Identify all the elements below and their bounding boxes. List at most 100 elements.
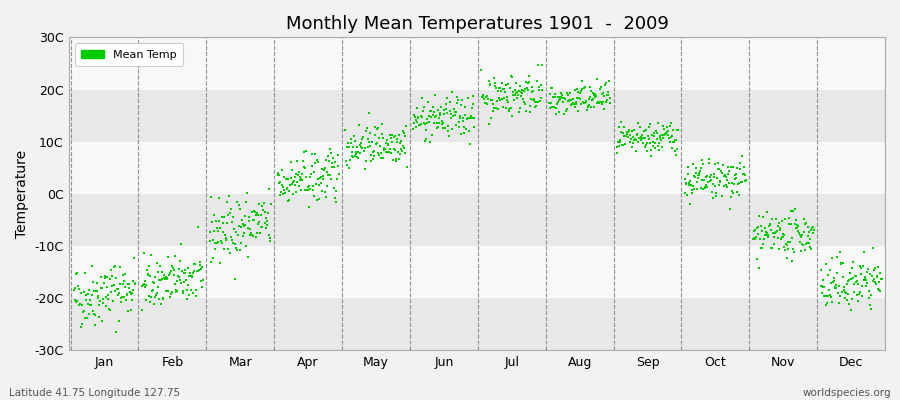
Point (816, 284, 831, 290)
Point (729, 175, 743, 181)
Point (212, 194, 226, 201)
Point (373, 142, 387, 149)
Point (680, 180, 694, 186)
Point (255, 203, 269, 209)
Point (718, 174, 733, 180)
Title: Monthly Mean Temperatures 1901  -  2009: Monthly Mean Temperatures 1901 - 2009 (285, 15, 669, 33)
Point (356, 136, 370, 142)
Point (458, 112, 473, 118)
Point (511, 91, 526, 98)
Point (558, 96, 572, 103)
Point (206, 236, 220, 243)
Point (516, 96, 530, 102)
Point (708, 161, 723, 168)
Point (727, 180, 742, 187)
Point (456, 118, 471, 124)
Point (698, 184, 713, 190)
Point (618, 140, 633, 147)
Point (622, 126, 636, 133)
Point (640, 140, 654, 146)
Point (474, 94, 489, 100)
Point (611, 139, 625, 145)
Point (703, 174, 717, 180)
Point (292, 168, 306, 175)
Point (125, 297, 140, 303)
Point (293, 176, 308, 182)
Point (794, 234, 808, 240)
Point (428, 114, 443, 120)
Point (232, 247, 247, 253)
Point (103, 307, 117, 314)
Point (313, 174, 328, 181)
Point (716, 161, 730, 168)
Point (680, 164, 695, 171)
Point (224, 206, 238, 212)
Point (287, 178, 302, 185)
Point (250, 209, 265, 216)
Point (644, 132, 659, 138)
Point (364, 158, 379, 164)
Point (379, 140, 393, 146)
Point (476, 92, 491, 98)
Point (778, 241, 793, 247)
Point (392, 132, 406, 138)
Point (446, 106, 461, 113)
Point (454, 131, 469, 137)
Point (279, 186, 293, 192)
Point (772, 246, 787, 252)
Point (820, 300, 834, 306)
Point (479, 99, 493, 106)
Point (512, 105, 526, 111)
Point (230, 232, 245, 238)
Point (773, 225, 788, 232)
Point (627, 127, 642, 133)
Point (154, 277, 168, 283)
Point (153, 300, 167, 307)
Point (236, 233, 250, 240)
Point (346, 154, 360, 160)
Point (392, 140, 407, 146)
Point (378, 149, 392, 156)
Point (309, 160, 323, 166)
Point (723, 206, 737, 212)
Point (633, 134, 647, 141)
Point (867, 276, 881, 282)
Point (862, 295, 877, 302)
Point (299, 174, 313, 180)
Point (568, 104, 582, 110)
Point (383, 134, 398, 141)
Point (587, 104, 601, 110)
Point (233, 206, 248, 212)
Point (98, 302, 112, 309)
Point (505, 74, 519, 80)
Point (831, 290, 845, 296)
Point (369, 126, 383, 132)
Point (243, 226, 257, 232)
Point (186, 270, 201, 277)
Point (375, 120, 390, 127)
Point (796, 216, 811, 222)
Point (436, 111, 451, 117)
Point (461, 95, 475, 102)
Point (720, 177, 734, 183)
Point (663, 139, 678, 145)
Point (226, 214, 240, 220)
Point (547, 91, 562, 98)
Point (708, 190, 723, 196)
Point (850, 292, 864, 298)
Point (562, 90, 577, 96)
Point (358, 166, 373, 172)
Point (716, 162, 731, 169)
Point (475, 94, 490, 100)
Point (639, 141, 653, 148)
Point (556, 99, 571, 105)
Point (576, 99, 590, 106)
Point (248, 212, 263, 218)
Point (623, 132, 637, 139)
Point (484, 97, 499, 103)
Point (788, 206, 802, 212)
Point (707, 171, 722, 177)
Point (699, 173, 714, 179)
Point (749, 234, 763, 240)
Point (68, 285, 82, 291)
